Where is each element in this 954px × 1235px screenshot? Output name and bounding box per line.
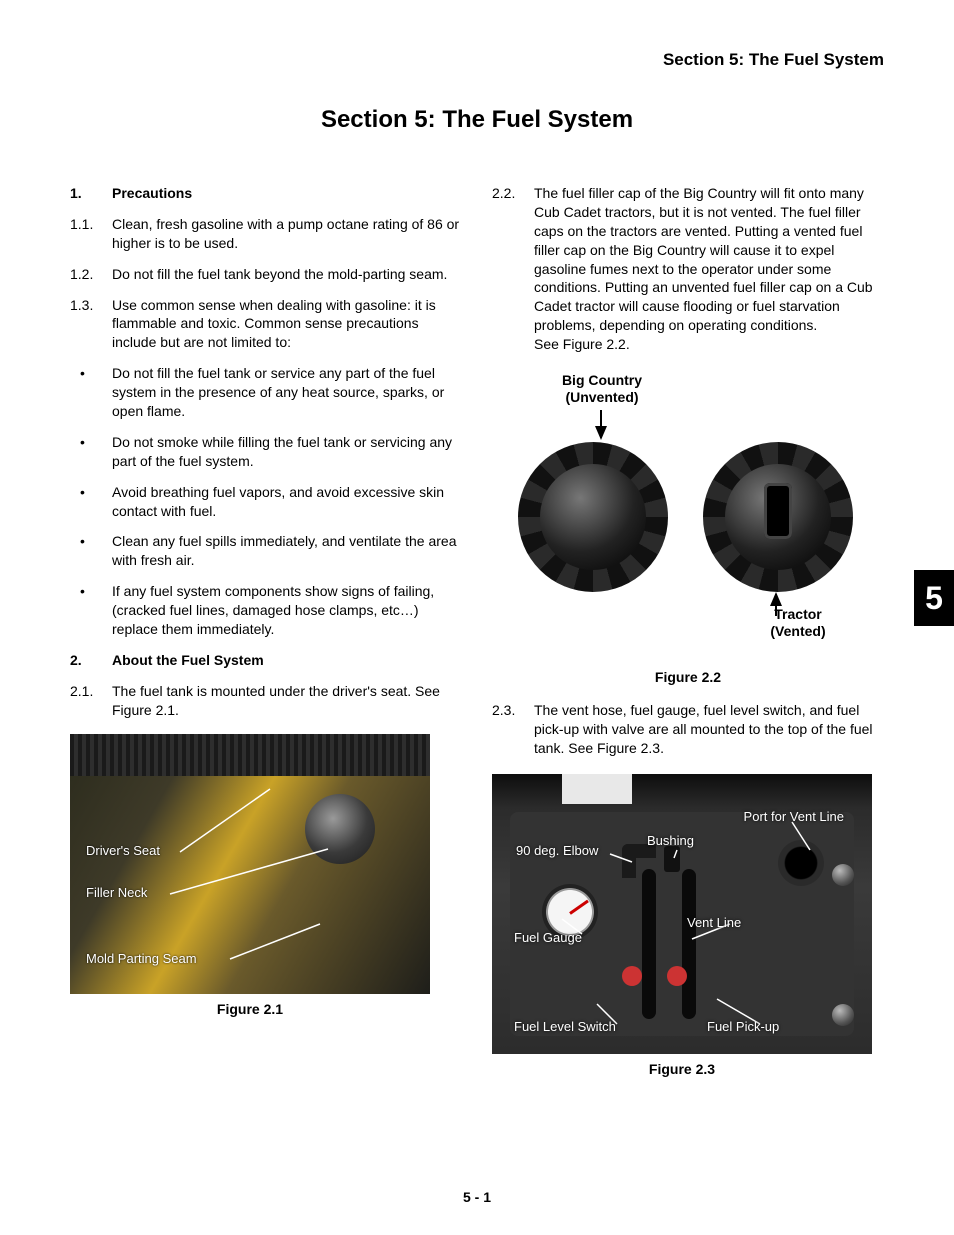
label-port-vent-line: Port for Vent Line (744, 808, 844, 826)
page-footer: 5 - 1 (0, 1189, 954, 1205)
label-bushing: Bushing (647, 832, 694, 850)
bullet-1-text: Do not fill the fuel tank or service any… (112, 364, 462, 421)
item-1-1-number: 1.1. (70, 215, 112, 253)
item-2-2: 2.2. The fuel filler cap of the Big Coun… (492, 184, 884, 354)
heading-2-number: 2. (70, 651, 112, 670)
label-mold-parting-seam: Mold Parting Seam (86, 950, 197, 968)
figure-2-3: Port for Vent Line Bushing 90 deg. Elbow… (492, 774, 872, 1054)
page-title: Section 5: The Fuel System (70, 106, 884, 134)
figure-2-1-caption: Figure 2.1 (70, 1000, 430, 1019)
figure-2-1: Driver's Seat Filler Neck Mold Parting S… (70, 734, 430, 994)
label-90deg-elbow: 90 deg. Elbow (516, 842, 598, 860)
bullet-icon: • (70, 364, 112, 421)
label-fuel-gauge: Fuel Gauge (514, 929, 582, 947)
bullet-2-text: Do not smoke while filling the fuel tank… (112, 433, 462, 471)
figure-2-2: Big Country (Unvented) Tractor (Vented) (498, 372, 878, 662)
label-fuel-level-switch: Fuel Level Switch (514, 1018, 616, 1036)
label-vent-line: Vent Line (687, 914, 741, 932)
figure-2-3-caption: Figure 2.3 (492, 1060, 872, 1079)
bullet-3: • Avoid breathing fuel vapors, and avoid… (70, 483, 462, 521)
bullet-3-text: Avoid breathing fuel vapors, and avoid e… (112, 483, 462, 521)
item-1-1-text: Clean, fresh gasoline with a pump octane… (112, 215, 462, 253)
item-1-3: 1.3. Use common sense when dealing with … (70, 296, 462, 353)
right-column: 2.2. The fuel filler cap of the Big Coun… (492, 184, 884, 1078)
item-1-3-number: 1.3. (70, 296, 112, 353)
bullet-1: • Do not fill the fuel tank or service a… (70, 364, 462, 421)
bullet-icon: • (70, 532, 112, 570)
heading-2-text: About the Fuel System (112, 651, 462, 670)
section-tab: 5 (914, 570, 954, 626)
bullet-4-text: Clean any fuel spills immediately, and v… (112, 532, 462, 570)
item-2-2-see: See Figure 2.2. (534, 336, 630, 352)
item-1-2-text: Do not fill the fuel tank beyond the mol… (112, 265, 462, 284)
running-header: Section 5: The Fuel System (70, 50, 884, 70)
heading-1-text: Precautions (112, 184, 462, 203)
two-column-layout: 1. Precautions 1.1. Clean, fresh gasolin… (70, 184, 884, 1078)
bullet-5-text: If any fuel system components show signs… (112, 582, 462, 639)
item-1-3-text: Use common sense when dealing with gasol… (112, 296, 462, 353)
item-1-1: 1.1. Clean, fresh gasoline with a pump o… (70, 215, 462, 253)
item-2-2-text: The fuel filler cap of the Big Country w… (534, 184, 884, 354)
item-2-2-body: The fuel filler cap of the Big Country w… (534, 185, 873, 333)
item-2-2-number: 2.2. (492, 184, 534, 354)
figure-2-2-caption: Figure 2.2 (492, 668, 884, 687)
heading-1-number: 1. (70, 184, 112, 203)
figure-2-2-arrows (498, 372, 878, 662)
item-2-1: 2.1. The fuel tank is mounted under the … (70, 682, 462, 720)
page: Section 5: The Fuel System Section 5: Th… (0, 0, 954, 1235)
item-2-3: 2.3. The vent hose, fuel gauge, fuel lev… (492, 701, 884, 758)
bullet-icon: • (70, 483, 112, 521)
heading-1: 1. Precautions (70, 184, 462, 203)
item-1-2: 1.2. Do not fill the fuel tank beyond th… (70, 265, 462, 284)
label-filler-neck: Filler Neck (86, 884, 147, 902)
bullet-4: • Clean any fuel spills immediately, and… (70, 532, 462, 570)
bullet-5: • If any fuel system components show sig… (70, 582, 462, 639)
item-2-3-text: The vent hose, fuel gauge, fuel level sw… (534, 701, 884, 758)
item-2-1-text: The fuel tank is mounted under the drive… (112, 682, 462, 720)
heading-2: 2. About the Fuel System (70, 651, 462, 670)
bullet-2: • Do not smoke while filling the fuel ta… (70, 433, 462, 471)
label-drivers-seat: Driver's Seat (86, 842, 160, 860)
bullet-icon: • (70, 433, 112, 471)
bullet-icon: • (70, 582, 112, 639)
left-column: 1. Precautions 1.1. Clean, fresh gasolin… (70, 184, 462, 1078)
item-1-2-number: 1.2. (70, 265, 112, 284)
label-fuel-pickup: Fuel Pick-up (707, 1018, 779, 1036)
item-2-3-number: 2.3. (492, 701, 534, 758)
item-2-1-number: 2.1. (70, 682, 112, 720)
